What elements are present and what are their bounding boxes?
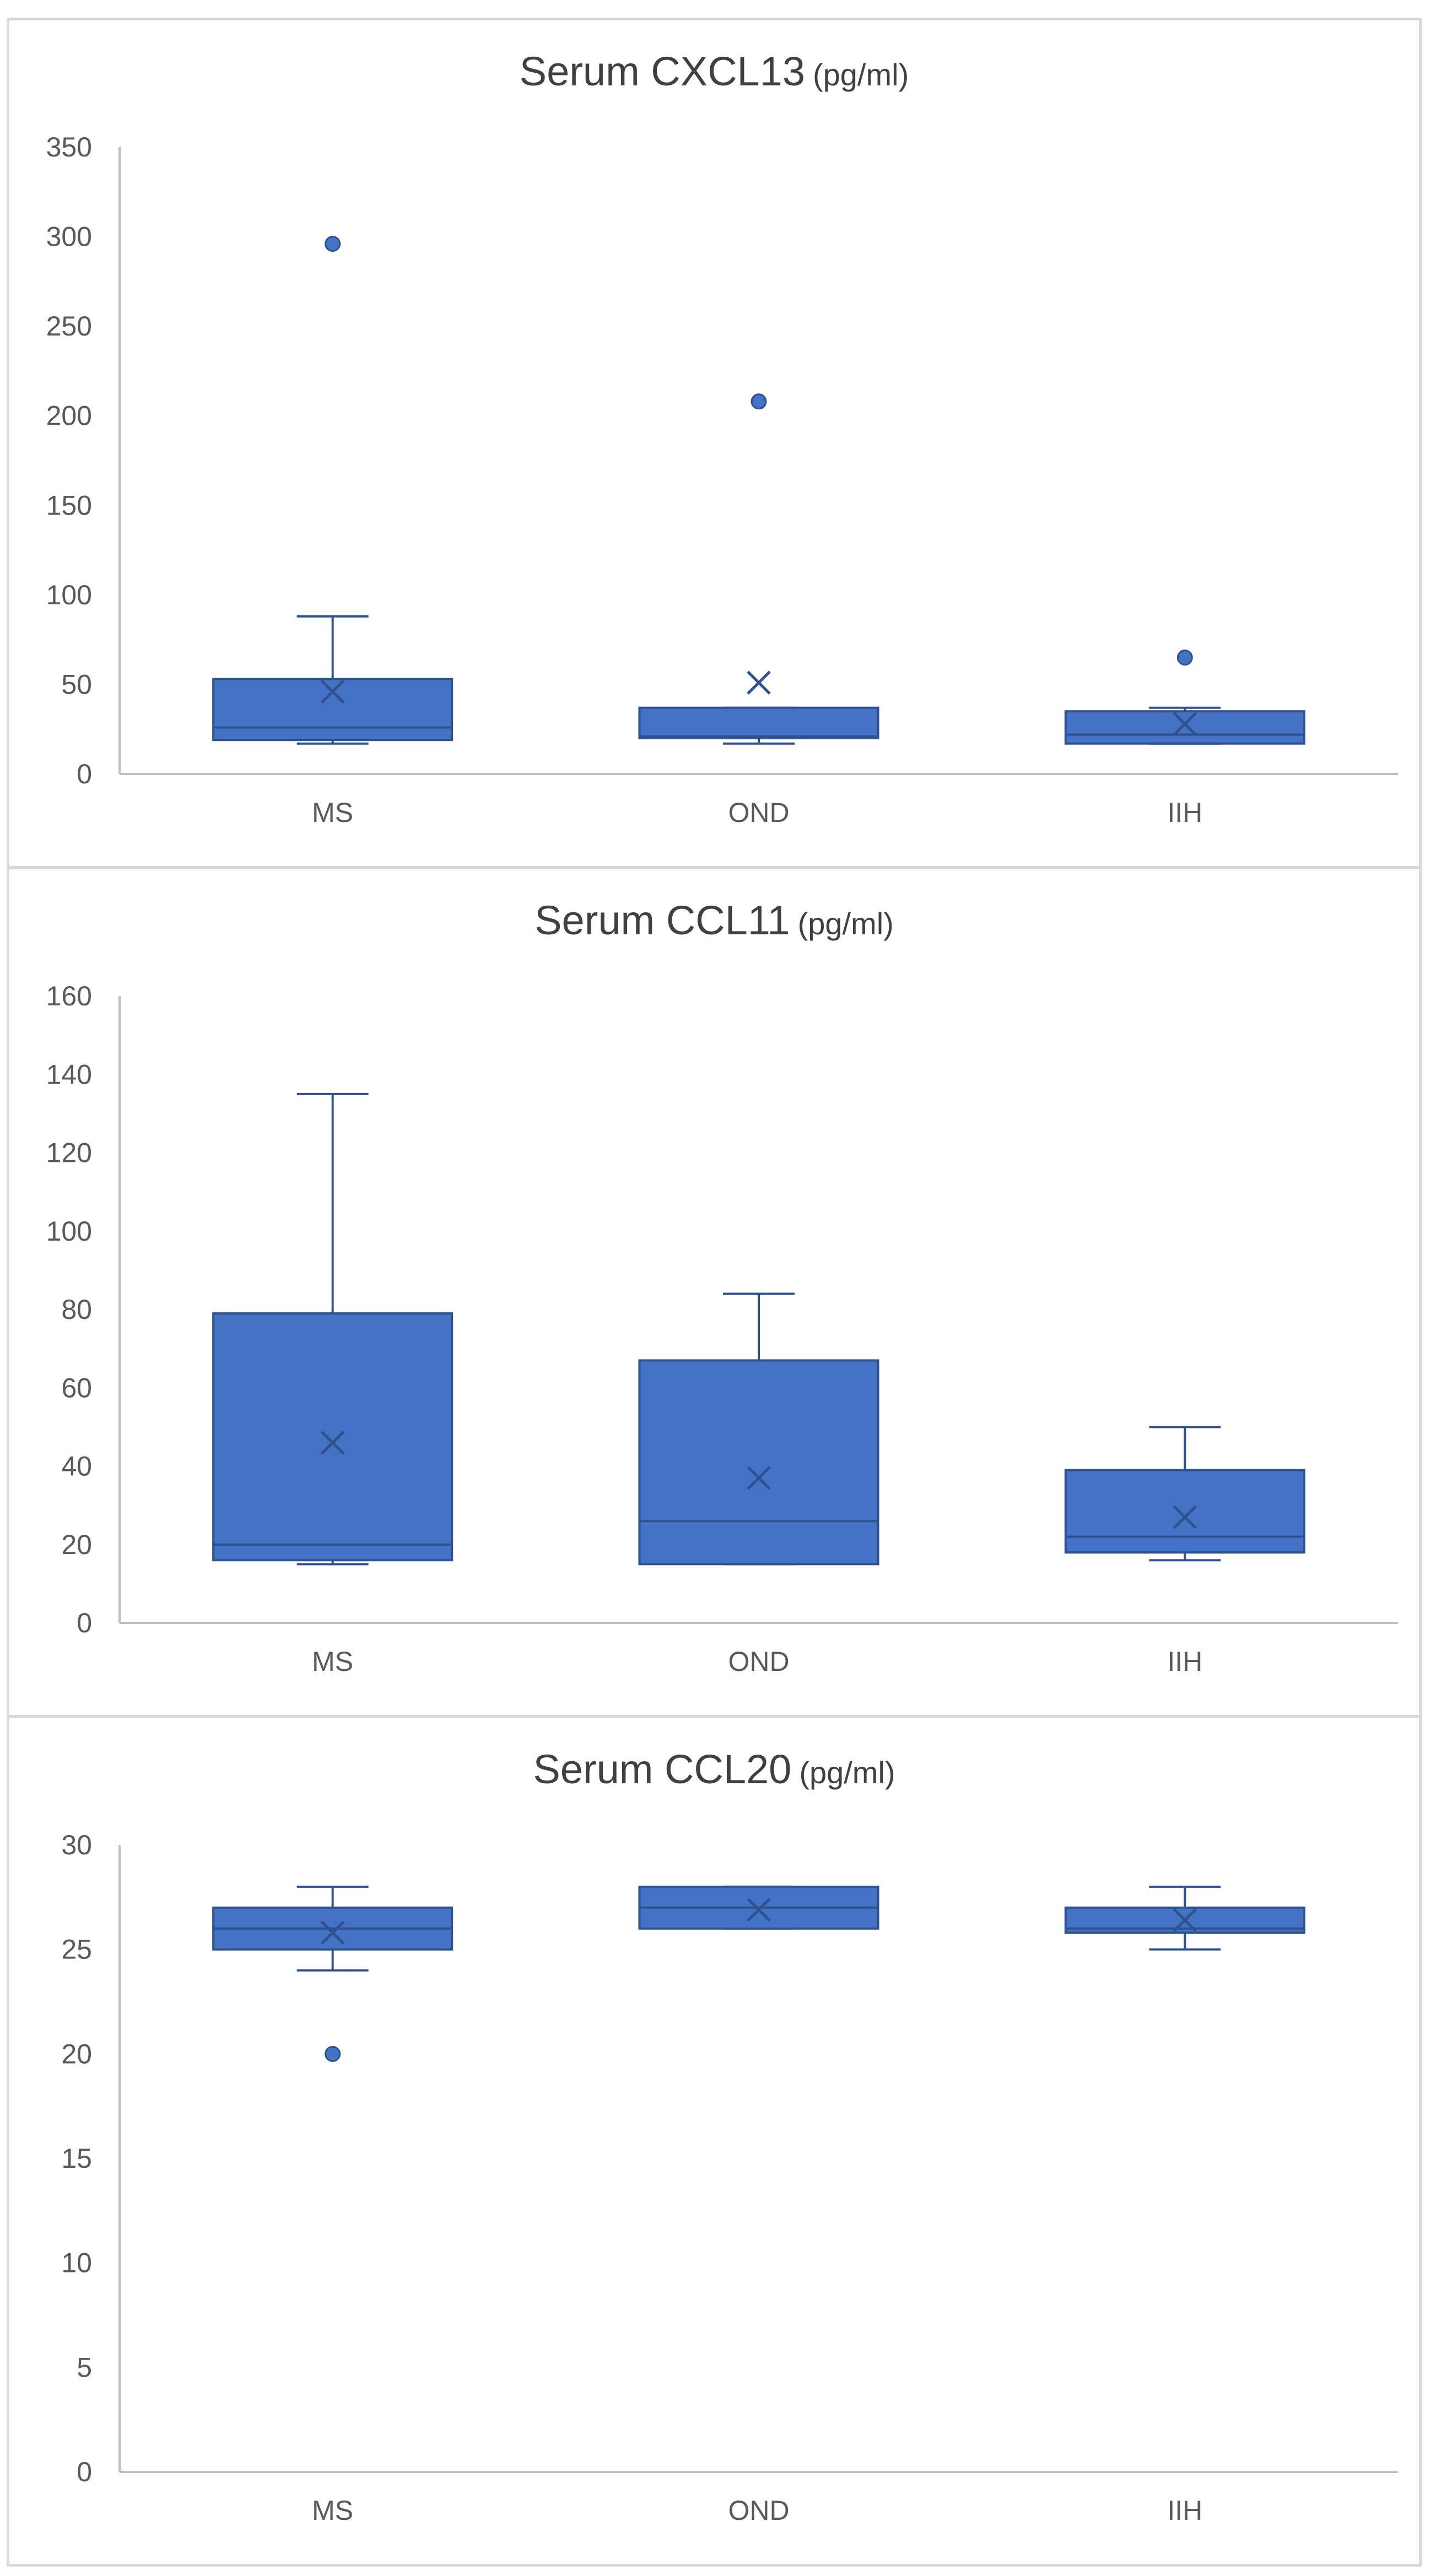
chart-plot-area: 0 5 10 15 20 25 30 MS OND IIH xyxy=(61,1830,1398,2526)
box-iqr xyxy=(1064,710,1305,745)
mean-marker xyxy=(747,1897,771,1922)
x-category-label: OND xyxy=(728,797,789,828)
chart-title-main: Serum CCL20 xyxy=(533,1746,792,1792)
chart-title-unit: (pg/ml) xyxy=(799,1755,895,1790)
x-category-label: OND xyxy=(728,2495,789,2526)
box-iqr xyxy=(638,1359,879,1566)
outlier-point xyxy=(325,2045,341,2062)
y-tick-label: 30 xyxy=(61,1830,92,1860)
y-tick-label: 140 xyxy=(46,1059,92,1090)
mean-marker xyxy=(747,1466,771,1490)
mean-marker xyxy=(320,1920,345,1945)
y-tick-label: 350 xyxy=(46,132,92,163)
y-tick-label: 60 xyxy=(61,1372,92,1403)
x-category-label: OND xyxy=(728,1646,789,1677)
chart-title: Serum CCL20 (pg/ml) xyxy=(9,1746,1419,1793)
y-tick-label: 20 xyxy=(61,1529,92,1560)
chart-title-main: Serum CXCL13 xyxy=(519,48,805,94)
y-tick-label: 10 xyxy=(61,2248,92,2279)
y-tick-label: 0 xyxy=(77,2456,92,2487)
x-category-label: MS xyxy=(312,2495,353,2526)
chart-panel-cxcl13: Serum CXCL13 (pg/ml) 0 50 100 150 200 250 300 35… xyxy=(7,18,1422,869)
y-tick-label: 160 xyxy=(46,981,92,1011)
box-iqr xyxy=(212,678,454,742)
y-tick-label: 120 xyxy=(46,1138,92,1168)
y-tick-label: 200 xyxy=(46,401,92,431)
outlier-point xyxy=(1176,650,1193,666)
y-tick-label: 80 xyxy=(61,1294,92,1325)
y-tick-label: 25 xyxy=(61,1934,92,1965)
y-tick-label: 300 xyxy=(46,221,92,252)
mean-marker xyxy=(747,670,771,695)
y-tick-label: 250 xyxy=(46,311,92,342)
chart-title: Serum CXCL13 (pg/ml) xyxy=(9,48,1419,95)
chart-title-unit: (pg/ml) xyxy=(797,906,894,941)
box-iqr xyxy=(212,1312,454,1562)
box-iqr xyxy=(1064,1469,1305,1554)
y-tick-label: 20 xyxy=(61,2038,92,2069)
mean-marker xyxy=(1173,1505,1197,1529)
y-tick-label: 50 xyxy=(61,669,92,700)
mean-marker xyxy=(320,1431,345,1455)
chart-plot-area: 0 20 40 60 80 100 120 140 160 MS OND IIH xyxy=(46,981,1398,1677)
x-category-label: IIH xyxy=(1167,1646,1202,1677)
mean-marker xyxy=(1173,712,1197,736)
chart-title: Serum CCL11 (pg/ml) xyxy=(9,897,1419,944)
y-tick-label: 0 xyxy=(77,759,92,789)
x-category-label: MS xyxy=(312,1646,353,1677)
outlier-point xyxy=(751,393,767,410)
x-category-label: IIH xyxy=(1167,2495,1202,2526)
y-tick-label: 100 xyxy=(46,580,92,610)
outlier-point xyxy=(325,236,341,252)
y-tick-label: 0 xyxy=(77,1608,92,1638)
x-category-label: MS xyxy=(312,797,353,828)
mean-marker xyxy=(1173,1908,1197,1933)
chart-title-unit: (pg/ml) xyxy=(812,57,909,92)
chart-plot-area: 0 50 100 150 200 250 300 350 MS OND IIH xyxy=(46,132,1398,828)
chart-panel-ccl20: Serum CCL20 (pg/ml) 0 5 10 15 20 25 30 MS OND IIH xyxy=(7,1715,1422,2567)
y-tick-label: 5 xyxy=(77,2352,92,2383)
y-tick-label: 15 xyxy=(61,2143,92,2174)
chart-title-main: Serum CCL11 xyxy=(535,897,790,943)
y-tick-label: 150 xyxy=(46,490,92,521)
y-tick-label: 40 xyxy=(61,1451,92,1482)
x-category-label: IIH xyxy=(1167,797,1202,828)
mean-marker xyxy=(320,679,345,704)
y-tick-label: 100 xyxy=(46,1216,92,1247)
chart-panel-ccl11: Serum CCL11 (pg/ml) 0 20 40 60 80 100 120 140 160… xyxy=(7,867,1422,1718)
box-iqr xyxy=(638,706,879,739)
